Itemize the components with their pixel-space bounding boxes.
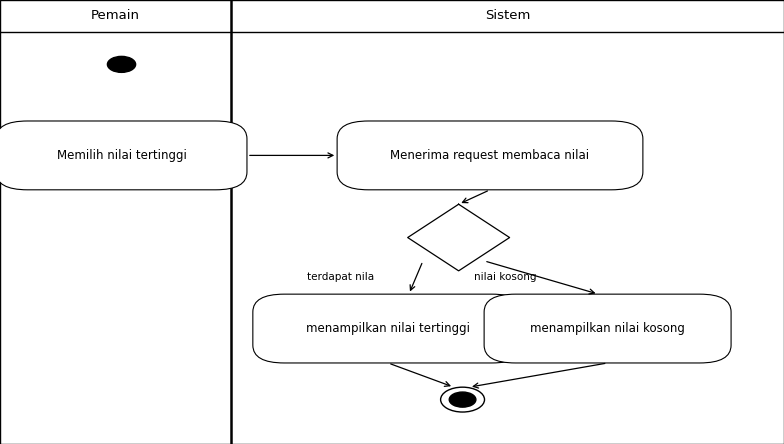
FancyBboxPatch shape (252, 294, 523, 363)
Text: menampilkan nilai tertinggi: menampilkan nilai tertinggi (306, 322, 470, 335)
Text: Menerima request membaca nilai: Menerima request membaca nilai (390, 149, 590, 162)
Circle shape (107, 56, 136, 72)
FancyBboxPatch shape (337, 121, 643, 190)
Text: Pemain: Pemain (91, 9, 140, 23)
Text: terdapat nila: terdapat nila (307, 273, 375, 282)
FancyBboxPatch shape (0, 121, 247, 190)
Text: Sistem: Sistem (485, 9, 530, 23)
Text: nilai kosong: nilai kosong (474, 273, 537, 282)
Circle shape (449, 392, 476, 407)
Circle shape (441, 387, 485, 412)
FancyBboxPatch shape (484, 294, 731, 363)
Text: menampilkan nilai kosong: menampilkan nilai kosong (530, 322, 685, 335)
Text: Memilih nilai tertinggi: Memilih nilai tertinggi (56, 149, 187, 162)
